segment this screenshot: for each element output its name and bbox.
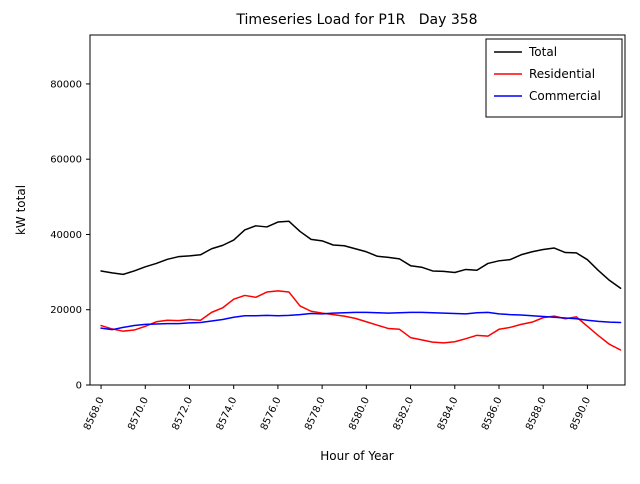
x-ticks-group: 8568.0 8570.0 8572.0 8574.0 8576.0 8578.0 8580…: [82, 385, 593, 432]
y-tick-label: 20000: [50, 305, 82, 316]
series-line-residential: [100, 290, 622, 351]
x-tick-label: 8576.0: [259, 396, 284, 432]
series-line-commercial: [100, 311, 622, 331]
chart-title: Timeseries Load for P1R Day 358: [235, 12, 477, 28]
series-group: [100, 220, 622, 351]
series-line-total: [100, 220, 622, 290]
y-tick-label: 80000: [50, 79, 82, 90]
y-ticks-group: 0 20000 40000 60000 80000: [50, 79, 90, 392]
y-axis-label: kW total: [14, 185, 28, 235]
y-tick-label: 40000: [50, 230, 82, 241]
x-tick-label: 8578.0: [303, 396, 328, 432]
x-tick-label: 8582.0: [392, 396, 417, 432]
axes-spines: [89, 34, 626, 386]
legend-label-commercial: Commercial: [529, 89, 601, 103]
y-tick-label: 0: [76, 381, 82, 392]
x-tick-label: 8568.0: [82, 396, 107, 432]
x-tick-label: 8572.0: [170, 396, 195, 432]
x-tick-label: 8584.0: [436, 396, 461, 432]
x-tick-label: 8588.0: [524, 396, 549, 432]
x-tick-label: 8590.0: [568, 396, 593, 432]
x-axis-label: Hour of Year: [320, 449, 394, 463]
y-tick-label: 60000: [50, 155, 82, 166]
legend-label-residential: Residential: [529, 67, 595, 81]
legend: Total Residential Commercial: [485, 38, 623, 118]
x-tick-label: 8570.0: [126, 396, 151, 432]
x-tick-label: 8574.0: [215, 396, 240, 432]
x-tick-label: 8580.0: [347, 396, 372, 432]
x-tick-label: 8586.0: [480, 396, 505, 432]
legend-label-total: Total: [528, 45, 557, 59]
